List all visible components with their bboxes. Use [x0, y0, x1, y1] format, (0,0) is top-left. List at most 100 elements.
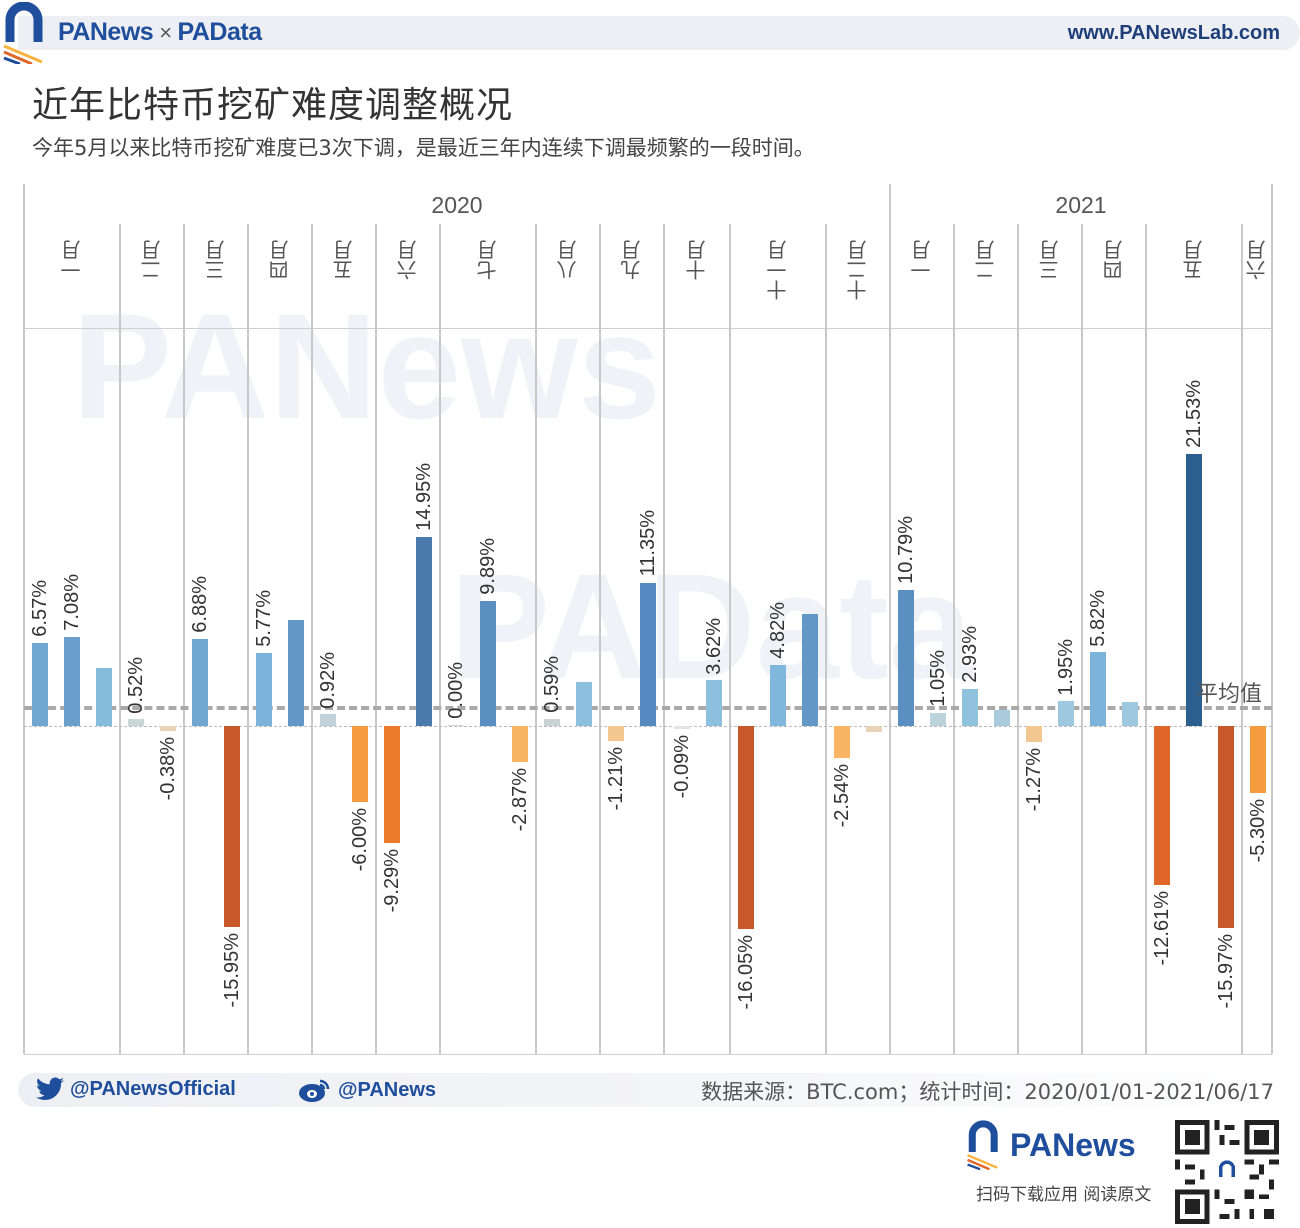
month-label: 六月	[1245, 240, 1269, 280]
chart-subtitle: 今年5月以来比特币挖矿难度已3次下调，是最近三年内连续下调最频繁的一段时间。	[32, 136, 815, 160]
bar[interactable]	[160, 726, 176, 731]
bar-value-label: 6.88%	[189, 576, 211, 634]
twitter-handle[interactable]: @PANewsOfficial	[36, 1077, 236, 1101]
bar[interactable]	[256, 653, 272, 726]
month-separator	[375, 224, 377, 1054]
bar[interactable]	[32, 643, 48, 726]
bar-value-label: -0.38%	[157, 736, 179, 801]
bar-value-label: -15.97%	[1215, 933, 1237, 1009]
bar[interactable]	[96, 667, 112, 726]
bar-value-label: 1.05%	[927, 650, 949, 707]
bar[interactable]	[64, 636, 80, 726]
bar[interactable]	[994, 709, 1010, 726]
average-label: 平均值	[1196, 682, 1263, 707]
bar[interactable]	[320, 714, 336, 726]
bar[interactable]	[898, 589, 914, 726]
month-separator	[535, 224, 537, 1054]
bar-value-label: 14.95%	[413, 463, 435, 532]
footer-bar	[18, 1073, 1300, 1107]
bar-value-label: -5.30%	[1247, 798, 1269, 863]
brand-padata: PAData	[177, 18, 263, 46]
site-url-link[interactable]: www.PANewsLab.com	[1067, 22, 1280, 44]
month-separator	[439, 224, 441, 1054]
bar-value-label: -16.05%	[735, 934, 757, 1010]
bar-value-label: -1.21%	[605, 747, 627, 811]
bar[interactable]	[1026, 726, 1042, 743]
bar[interactable]	[640, 582, 656, 726]
bar[interactable]	[416, 537, 432, 726]
bottom-logo: PANews	[966, 1120, 1136, 1170]
scan-download-text: 扫码下载应用 阅读原文	[976, 1185, 1152, 1205]
bar[interactable]	[1250, 726, 1266, 793]
bar[interactable]	[1218, 726, 1234, 928]
bar[interactable]	[1122, 702, 1138, 726]
bar-value-label: 21.53%	[1183, 380, 1205, 449]
bar[interactable]	[1154, 726, 1170, 886]
month-separator	[1017, 224, 1019, 1054]
bar[interactable]	[512, 726, 528, 763]
month-separator	[953, 224, 955, 1054]
bar-value-label: -9.29%	[381, 849, 403, 913]
bar[interactable]	[1186, 454, 1202, 726]
month-label: 十一月	[766, 240, 790, 300]
bar[interactable]	[770, 665, 786, 726]
bar-value-label: 11.35%	[637, 510, 659, 577]
bar-value-label: 2.93%	[959, 626, 981, 683]
month-label: 十二月	[846, 240, 870, 300]
bar[interactable]	[866, 726, 882, 733]
month-separator	[311, 224, 313, 1054]
month-label: 六月	[396, 240, 420, 280]
month-label: 四月	[1102, 240, 1126, 280]
bar[interactable]	[480, 601, 496, 726]
month-separator	[1145, 224, 1147, 1054]
bar[interactable]	[834, 726, 850, 759]
bar-value-label: -1.27%	[1023, 748, 1045, 812]
bar[interactable]	[674, 726, 690, 729]
header-divider	[24, 328, 1272, 329]
month-separator	[119, 224, 121, 1054]
bar-value-label: 7.08%	[61, 573, 83, 631]
month-separator	[599, 224, 601, 1054]
month-label: 七月	[476, 240, 500, 280]
chart-bottom-border	[24, 1054, 1272, 1055]
brand-panews: PANews	[58, 18, 154, 46]
month-separator	[729, 224, 731, 1054]
bar[interactable]	[352, 726, 368, 802]
bar-value-label: 5.77%	[253, 590, 275, 648]
watermark-panews: PANews	[72, 282, 662, 450]
bar[interactable]	[706, 680, 722, 726]
month-label: 五月	[332, 240, 356, 280]
bar[interactable]	[384, 726, 400, 844]
bar-chart: 2020 2021 一月 二月 三月 四月 五月 六月 七月 八月 九月 十月 十一月 十二月 一月 二月 三月…	[23, 184, 1273, 1055]
bar[interactable]	[192, 639, 208, 726]
bar-value-label: -2.54%	[831, 764, 853, 828]
bar[interactable]	[802, 613, 818, 726]
bar[interactable]	[448, 725, 464, 726]
bar[interactable]	[128, 719, 144, 726]
bar[interactable]	[738, 726, 754, 929]
bar[interactable]	[1058, 701, 1074, 726]
header-bar	[18, 16, 1300, 50]
year-label: 2020	[431, 192, 483, 218]
chart-left-border	[23, 184, 25, 1054]
weibo-handle-text: @PANews	[338, 1078, 437, 1101]
month-separator	[663, 224, 665, 1054]
bar[interactable]	[1090, 652, 1106, 726]
bar-value-label: -0.09%	[671, 735, 693, 799]
bar-value-label: 6.57%	[29, 580, 51, 638]
bar-value-label: -2.87%	[509, 768, 531, 832]
month-separator	[183, 224, 185, 1054]
bar[interactable]	[544, 718, 560, 726]
qr-code-icon[interactable]	[1174, 1120, 1280, 1224]
bar[interactable]	[962, 688, 978, 726]
weibo-handle[interactable]: @PANews	[298, 1077, 436, 1103]
bar[interactable]	[930, 712, 946, 726]
bar[interactable]	[608, 726, 624, 742]
twitter-handle-text: @PANewsOfficial	[70, 1077, 236, 1100]
bar[interactable]	[224, 726, 240, 928]
bar-value-label: 0.52%	[125, 656, 147, 714]
panews-logo-icon	[967, 1120, 998, 1170]
bar[interactable]	[576, 681, 592, 726]
bar[interactable]	[288, 619, 304, 726]
weibo-icon	[299, 1079, 330, 1102]
